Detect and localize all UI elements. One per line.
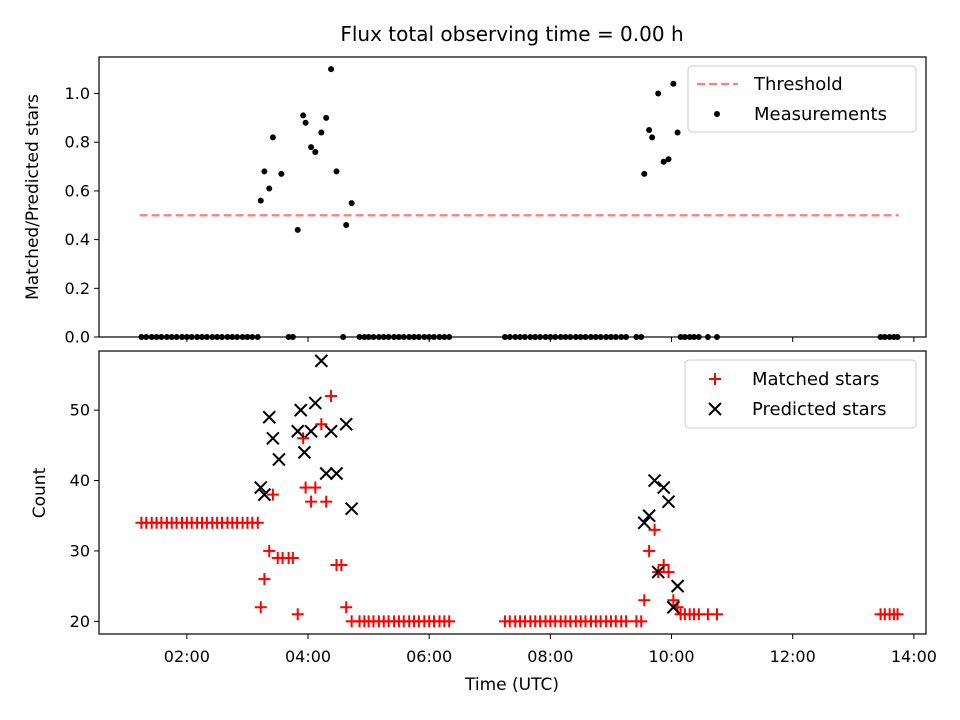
- measurement-point: [328, 66, 334, 72]
- measurement-point: [312, 149, 318, 155]
- measurement-point: [261, 168, 267, 174]
- measurement-point: [655, 91, 661, 97]
- measurement-point: [333, 168, 339, 174]
- measurement-point: [266, 185, 272, 191]
- top-y-tick-label: 0.4: [65, 230, 90, 249]
- threshold-legend-label: Threshold: [753, 74, 843, 95]
- chart-figure: Flux total observing time = 0.00 h 0.0 0.…: [0, 0, 960, 720]
- measurement-point: [641, 171, 647, 177]
- measurement-point: [675, 129, 681, 135]
- measurement-point: [295, 227, 301, 233]
- measurement-point: [308, 144, 314, 150]
- measurements-legend-label: Measurements: [754, 104, 887, 125]
- bottom-x-tick-label: 14:00: [891, 647, 937, 666]
- top-y-tick-label: 1.0: [65, 84, 90, 103]
- top-y-tick-label: 0.0: [65, 328, 90, 347]
- measurement-point: [646, 127, 652, 133]
- x-axis-label: Time (UTC): [464, 675, 559, 695]
- top-y-axis-label: Matched/Predicted stars: [23, 94, 43, 300]
- measurement-point: [278, 171, 284, 177]
- chart-title: Flux total observing time = 0.00 h: [340, 22, 683, 46]
- measurements-legend-swatch: [714, 111, 720, 117]
- bottom-y-tick-label: 50: [70, 401, 90, 420]
- top-legend: Threshold Measurements: [688, 66, 916, 132]
- bottom-x-tick-label: 06:00: [406, 647, 452, 666]
- measurement-point: [349, 200, 355, 206]
- top-y-tick-label: 0.6: [65, 181, 90, 200]
- matched-stars-legend-label: Matched stars: [752, 369, 879, 390]
- measurement-point: [258, 198, 264, 204]
- bottom-x-tick-label: 08:00: [527, 647, 573, 666]
- measurement-point: [666, 156, 672, 162]
- measurement-point: [323, 115, 329, 121]
- bottom-x-tick-label: 02:00: [164, 647, 210, 666]
- measurement-point: [303, 120, 309, 126]
- measurement-point: [649, 134, 655, 140]
- bottom-y-tick-label: 40: [70, 471, 90, 490]
- bottom-y-tick-label: 30: [70, 541, 90, 560]
- bottom-y-axis-label: Count: [30, 467, 50, 518]
- measurement-point: [670, 81, 676, 87]
- measurement-point: [270, 134, 276, 140]
- top-y-tick-label: 0.2: [65, 279, 90, 298]
- bottom-y-tick-label: 20: [70, 612, 90, 631]
- bottom-x-tick-label: 10:00: [648, 647, 694, 666]
- bottom-legend: Matched stars Predicted stars: [685, 360, 916, 428]
- bottom-x-tick-label: 04:00: [285, 647, 331, 666]
- measurement-point: [318, 129, 324, 135]
- bottom-x-tick-label: 12:00: [770, 647, 816, 666]
- top-y-tick-label: 0.8: [65, 133, 90, 152]
- predicted-stars-legend-label: Predicted stars: [752, 399, 886, 420]
- measurement-point: [300, 112, 306, 118]
- measurement-point: [343, 222, 349, 228]
